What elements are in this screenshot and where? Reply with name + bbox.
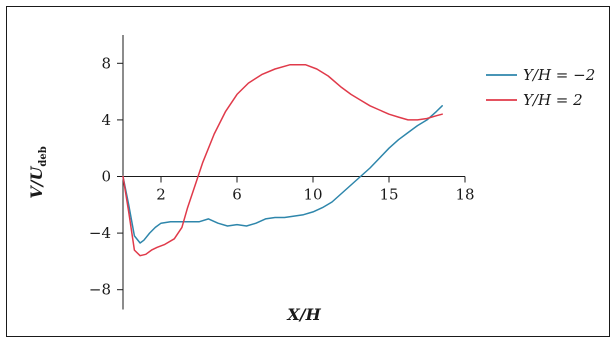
x-tick-label: 10	[303, 186, 322, 204]
y-tick-label: −4	[89, 224, 111, 242]
x-tick-label: 6	[232, 186, 242, 204]
y-tick-label: 0	[101, 168, 111, 186]
series-line-1	[122, 105, 443, 244]
y-tick-label: −8	[89, 281, 111, 299]
x-tick-label: 15	[379, 186, 398, 204]
x-tick-label: 2	[156, 186, 166, 204]
axes: 8 4 0 −4 −8 2 6 10 15 18	[89, 35, 475, 310]
x-axis-label: X/H	[286, 305, 321, 324]
plot-area	[122, 63, 443, 257]
legend: Y/H = −2 Y/H = 2	[486, 66, 595, 109]
y-axis-label: V/Udeb	[27, 146, 49, 199]
y-tick-label: 4	[101, 111, 111, 129]
legend-label-1: Y/H = −2	[523, 66, 595, 84]
y-tick-label: 8	[101, 54, 111, 72]
x-tick-label: 18	[455, 186, 474, 204]
series-line-2	[122, 63, 443, 257]
legend-label-2: Y/H = 2	[523, 91, 583, 109]
chart-frame	[6, 6, 610, 337]
